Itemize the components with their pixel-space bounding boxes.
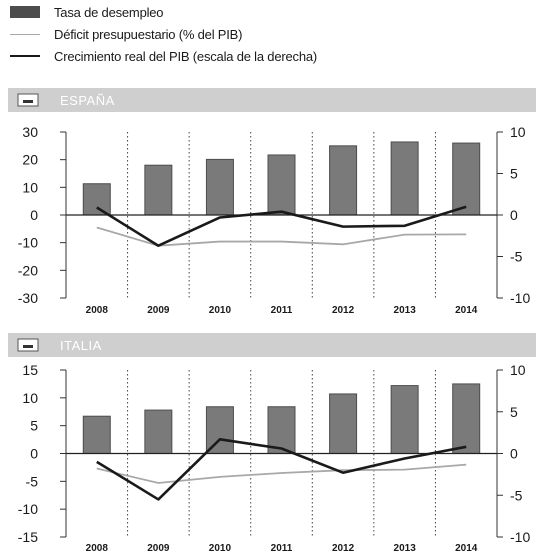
x-tick-label: 2011 xyxy=(271,305,293,316)
left-tick-label: 30 xyxy=(22,124,38,140)
legend-swatch-gdp-line xyxy=(10,55,40,57)
right-tick-label: 10 xyxy=(510,362,526,378)
left-tick-label: 0 xyxy=(30,446,38,462)
legend-label-deficit: Déficit presupuestario (% del PIB) xyxy=(54,26,243,42)
left-tick-label: 10 xyxy=(22,179,38,195)
legend-label-gdp: Crecimiento real del PIB (escala de la d… xyxy=(54,48,318,64)
legend-item-gdp: Crecimiento real del PIB (escala de la d… xyxy=(10,47,317,65)
x-tick-label: 2008 xyxy=(86,543,109,554)
deficit-line xyxy=(96,463,467,484)
italy-header-band xyxy=(8,333,536,357)
left-tick-label: 20 xyxy=(22,152,38,168)
right-tick-label: 0 xyxy=(510,446,518,462)
left-tick-label: 0 xyxy=(30,207,38,223)
left-tick-label: -10 xyxy=(18,235,38,251)
x-tick-label: 2012 xyxy=(332,543,355,554)
unemployment-bar xyxy=(144,164,173,216)
left-tick-label: 10 xyxy=(22,390,38,406)
spain-panel-title: ESPAÑA xyxy=(60,93,115,108)
unemployment-bar xyxy=(329,145,358,216)
unemployment-bar xyxy=(267,154,296,216)
legend-label-unemployment: Tasa de desempleo xyxy=(54,4,164,20)
right-tick-label: 5 xyxy=(510,166,518,182)
legend-item-unemployment: Tasa de desempleo xyxy=(10,3,164,21)
italy-panel-title: ITALIA xyxy=(60,338,102,353)
left-tick-label: -20 xyxy=(18,262,38,278)
unemployment-bar xyxy=(390,141,419,216)
unemployment-bar xyxy=(144,409,173,454)
unemployment-bar xyxy=(205,158,234,216)
left-tick-label: 5 xyxy=(30,418,38,434)
right-tick-label: -10 xyxy=(510,290,530,306)
left-tick-label: -5 xyxy=(26,473,39,489)
legend-swatch-deficit-line xyxy=(10,33,40,35)
right-tick-label: 10 xyxy=(510,124,526,140)
left-tick-label: 15 xyxy=(22,362,38,378)
unemployment-bar xyxy=(329,393,358,455)
x-tick-label: 2008 xyxy=(86,305,109,316)
right-tick-label: 5 xyxy=(510,404,518,420)
flag-icon-mark xyxy=(23,345,33,348)
unemployment-bar xyxy=(452,383,481,454)
x-tick-label: 2013 xyxy=(394,543,417,554)
x-tick-label: 2009 xyxy=(147,305,170,316)
right-tick-label: -10 xyxy=(510,529,530,545)
unemployment-bar xyxy=(452,142,481,216)
x-tick-label: 2011 xyxy=(271,543,293,554)
x-tick-label: 2012 xyxy=(332,305,355,316)
unemployment-bar xyxy=(205,406,234,454)
unemployment-bar xyxy=(82,415,111,455)
left-tick-label: -10 xyxy=(18,501,38,517)
right-tick-label: -5 xyxy=(510,249,523,265)
chart-legend: Tasa de desempleo Déficit presupuestario… xyxy=(0,0,536,80)
x-tick-label: 2014 xyxy=(455,305,478,316)
unemployment-bar xyxy=(82,183,111,216)
left-tick-label: -15 xyxy=(18,529,38,545)
legend-item-deficit: Déficit presupuestario (% del PIB) xyxy=(10,25,242,43)
right-tick-label: 0 xyxy=(510,207,518,223)
unemployment-bar xyxy=(390,385,419,454)
x-tick-label: 2010 xyxy=(209,305,232,316)
x-tick-label: 2014 xyxy=(455,543,478,554)
x-tick-label: 2013 xyxy=(394,305,417,316)
x-tick-label: 2009 xyxy=(147,543,170,554)
left-tick-label: -30 xyxy=(18,290,38,306)
flag-icon-mark xyxy=(23,100,33,103)
legend-swatch-bar xyxy=(10,6,40,18)
right-tick-label: -5 xyxy=(510,487,523,503)
x-tick-label: 2010 xyxy=(209,543,232,554)
spain-header-band xyxy=(8,88,536,112)
